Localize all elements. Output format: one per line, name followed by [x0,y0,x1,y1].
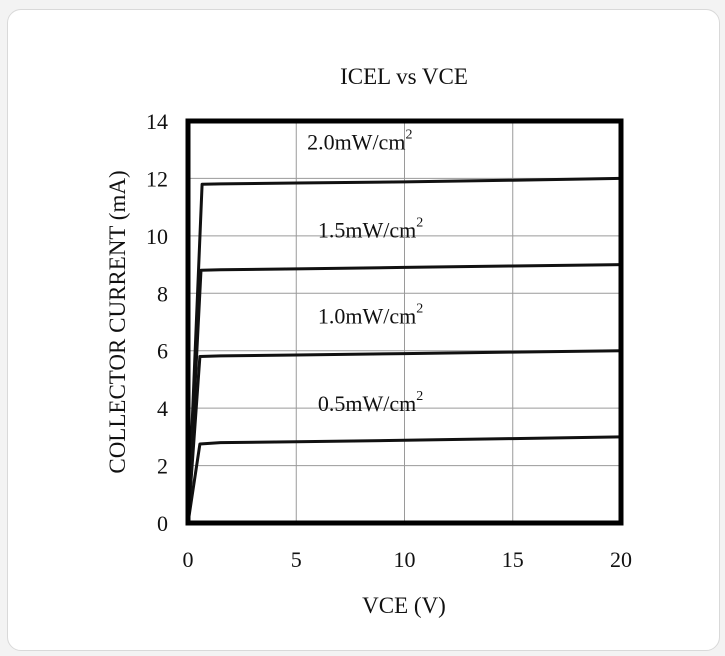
y-tick-labels: 0 2 4 6 8 10 12 14 [146,109,168,536]
curve-label-3: 1.5mW/cm2 [318,215,423,242]
series-line-4 [186,176,622,524]
curve-labels: 0.5mW/cm2 1.0mW/cm2 1.5mW/cm2 2.0mW/cm2 [307,128,423,416]
series-line-2 [186,349,622,524]
y-tick-label: 14 [146,109,168,134]
chart-card [7,9,720,651]
x-tick-label: 20 [610,547,632,572]
curve-label-2: 1.0mW/cm2 [318,301,423,328]
series-line-3 [186,263,622,524]
series-line-1 [186,435,622,524]
chart-title: ICEL vs VCE [340,64,468,89]
x-tick-label: 0 [183,547,194,572]
y-axis-label: COLLECTOR CURRENT (mA) [105,170,130,473]
y-tick-label: 10 [146,224,168,249]
curve-label-4: 2.0mW/cm2 [307,128,412,155]
curve-label-1: 0.5mW/cm2 [318,389,423,416]
y-tick-label: 6 [157,339,168,364]
x-tick-labels: 0 5 10 15 20 [183,547,633,572]
x-tick-label: 5 [291,547,302,572]
x-tick-label: 10 [394,547,416,572]
y-tick-label: 4 [157,396,168,421]
plot-frame [185,118,624,526]
y-tick-label: 12 [146,166,168,191]
curves [186,176,622,524]
x-tick-label: 15 [502,547,524,572]
y-tick-label: 8 [157,281,168,306]
x-axis-label: VCE (V) [362,593,446,618]
y-tick-label: 0 [157,511,168,536]
y-tick-label: 2 [157,454,168,479]
